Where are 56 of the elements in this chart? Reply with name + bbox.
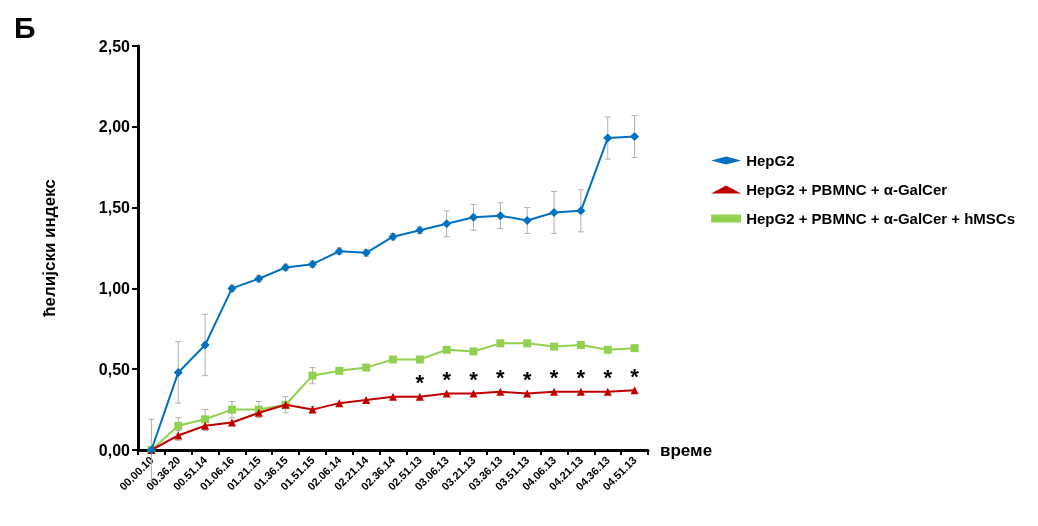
point	[603, 387, 612, 396]
text: Б	[14, 10, 36, 44]
point	[389, 392, 397, 401]
point	[227, 405, 236, 414]
annotation: *	[496, 365, 506, 391]
legend-label: HepG2	[746, 152, 795, 169]
point	[496, 387, 505, 396]
y-axis-title: ћелијски индекс	[40, 179, 59, 317]
annotation: *	[442, 366, 452, 392]
point	[362, 395, 371, 404]
annotation: *	[630, 363, 640, 389]
annotation: *	[522, 366, 532, 392]
point	[415, 355, 424, 364]
point	[630, 344, 639, 353]
y-tick-label: 1,00	[98, 279, 131, 297]
point	[550, 342, 559, 351]
y-tick-label: 2,50	[98, 37, 131, 55]
point	[522, 216, 532, 226]
point	[335, 366, 344, 375]
point	[576, 206, 586, 216]
y-tick-label: 0,00	[98, 441, 131, 459]
point	[469, 389, 478, 398]
point	[495, 211, 505, 221]
x-axis-title: време	[660, 440, 713, 460]
point	[200, 340, 210, 350]
point	[415, 392, 424, 401]
annotation: *	[549, 365, 559, 391]
y-tick-label: 1,50	[98, 199, 131, 217]
point	[576, 340, 585, 349]
point	[335, 399, 344, 408]
point	[442, 345, 451, 354]
point	[496, 339, 505, 348]
point	[603, 345, 612, 354]
point	[173, 367, 183, 377]
point	[362, 363, 371, 372]
point	[603, 133, 613, 143]
point	[389, 355, 397, 364]
point	[550, 387, 559, 396]
point	[469, 212, 479, 222]
point	[308, 371, 317, 380]
point	[523, 339, 532, 348]
annotation: *	[576, 365, 586, 391]
point	[576, 387, 585, 396]
y-tick-label: 0,50	[98, 360, 131, 378]
legend-label: HepG2 + PBMNC + α-GalCer	[746, 181, 948, 198]
point	[630, 132, 640, 141]
point	[630, 386, 639, 395]
point	[442, 219, 452, 229]
point	[201, 415, 210, 424]
point	[469, 347, 478, 356]
annotation: *	[469, 366, 479, 392]
annotation: *	[415, 370, 425, 396]
annotation: *	[603, 365, 613, 391]
legend-label: HepG2 + PBMNC + α-GalCer + hMSCs	[746, 210, 1015, 227]
point	[549, 207, 559, 217]
y-tick-label: 2,00	[98, 118, 131, 136]
